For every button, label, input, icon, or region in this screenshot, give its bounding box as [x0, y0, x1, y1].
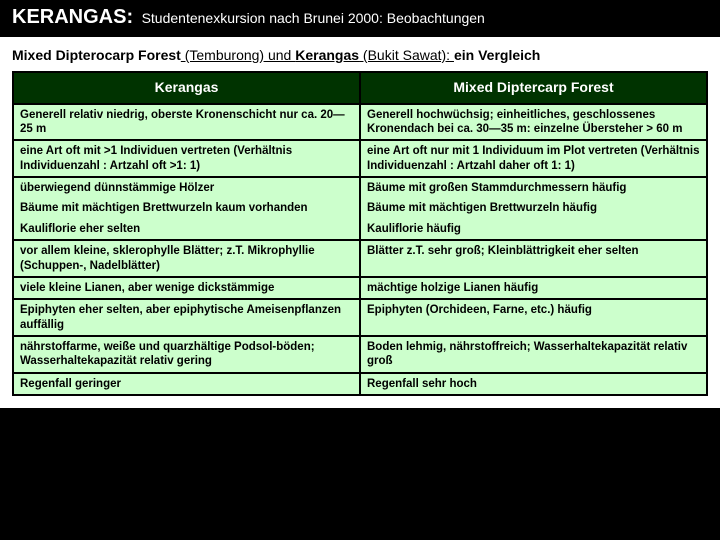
cell: Kauliflorie häufig [360, 219, 707, 240]
cell: Generell hochwüchsig; einheitliches, ges… [360, 104, 707, 141]
table-row: Regenfall geringer Regenfall sehr hoch [13, 373, 707, 395]
subheading-part5: ein Vergleich [454, 47, 540, 63]
table-row: Kauliflorie eher selten Kauliflorie häuf… [13, 219, 707, 240]
header-title: KERANGAS: [12, 6, 133, 28]
table-row: eine Art oft mit >1 Individuen vertreten… [13, 140, 707, 177]
cell: Regenfall sehr hoch [360, 373, 707, 395]
cell: mächtige holzige Lianen häufig [360, 277, 707, 299]
table-row: nährstoffarme, weiße und quarzhältige Po… [13, 336, 707, 373]
subheading-part3: Kerangas [295, 47, 359, 63]
table-row: vor allem kleine, sklerophylle Blätter; … [13, 240, 707, 277]
table-row: Generell relativ niedrig, oberste Kronen… [13, 104, 707, 141]
cell: Blätter z.T. sehr groß; Kleinblättrigkei… [360, 240, 707, 277]
cell: Bäume mit mächtigen Brettwurzeln häufig [360, 198, 707, 218]
table-row: Bäume mit mächtigen Brettwurzeln kaum vo… [13, 198, 707, 218]
cell: Kauliflorie eher selten [13, 219, 360, 240]
cell: Generell relativ niedrig, oberste Kronen… [13, 104, 360, 141]
table-row: viele kleine Lianen, aber wenige dickstä… [13, 277, 707, 299]
table-row: überwiegend dünnstämmige Hölzer Bäume mi… [13, 177, 707, 198]
slide-header: KERANGAS: Studentenexkursion nach Brunei… [0, 0, 720, 37]
cell: Epiphyten (Orchideen, Farne, etc.) häufi… [360, 299, 707, 336]
col-header-mdf: Mixed Diptercarp Forest [360, 72, 707, 104]
table-row: Epiphyten eher selten, aber epiphytische… [13, 299, 707, 336]
table-container: Kerangas Mixed Diptercarp Forest Generel… [0, 71, 720, 408]
subheading: Mixed Dipterocarp Forest (Temburong) und… [0, 37, 720, 71]
table-header-row: Kerangas Mixed Diptercarp Forest [13, 72, 707, 104]
header-subtitle: Studentenexkursion nach Brunei 2000: Beo… [142, 10, 485, 26]
subheading-part2: (Temburong) und [181, 47, 295, 63]
cell: überwiegend dünnstämmige Hölzer [13, 177, 360, 198]
subheading-part1: Mixed Dipterocarp Forest [12, 47, 181, 63]
cell: Bäume mit mächtigen Brettwurzeln kaum vo… [13, 198, 360, 218]
subheading-part4: (Bukit Sawat): [359, 47, 454, 63]
cell: Boden lehmig, nährstoffreich; Wasserhalt… [360, 336, 707, 373]
cell: vor allem kleine, sklerophylle Blätter; … [13, 240, 360, 277]
cell: nährstoffarme, weiße und quarzhältige Po… [13, 336, 360, 373]
cell: eine Art oft mit >1 Individuen vertreten… [13, 140, 360, 177]
cell: Bäume mit großen Stammdurchmessern häufi… [360, 177, 707, 198]
comparison-table: Kerangas Mixed Diptercarp Forest Generel… [12, 71, 708, 396]
cell: eine Art oft nur mit 1 Individuum im Plo… [360, 140, 707, 177]
col-header-kerangas: Kerangas [13, 72, 360, 104]
cell: Epiphyten eher selten, aber epiphytische… [13, 299, 360, 336]
cell: Regenfall geringer [13, 373, 360, 395]
cell: viele kleine Lianen, aber wenige dickstä… [13, 277, 360, 299]
